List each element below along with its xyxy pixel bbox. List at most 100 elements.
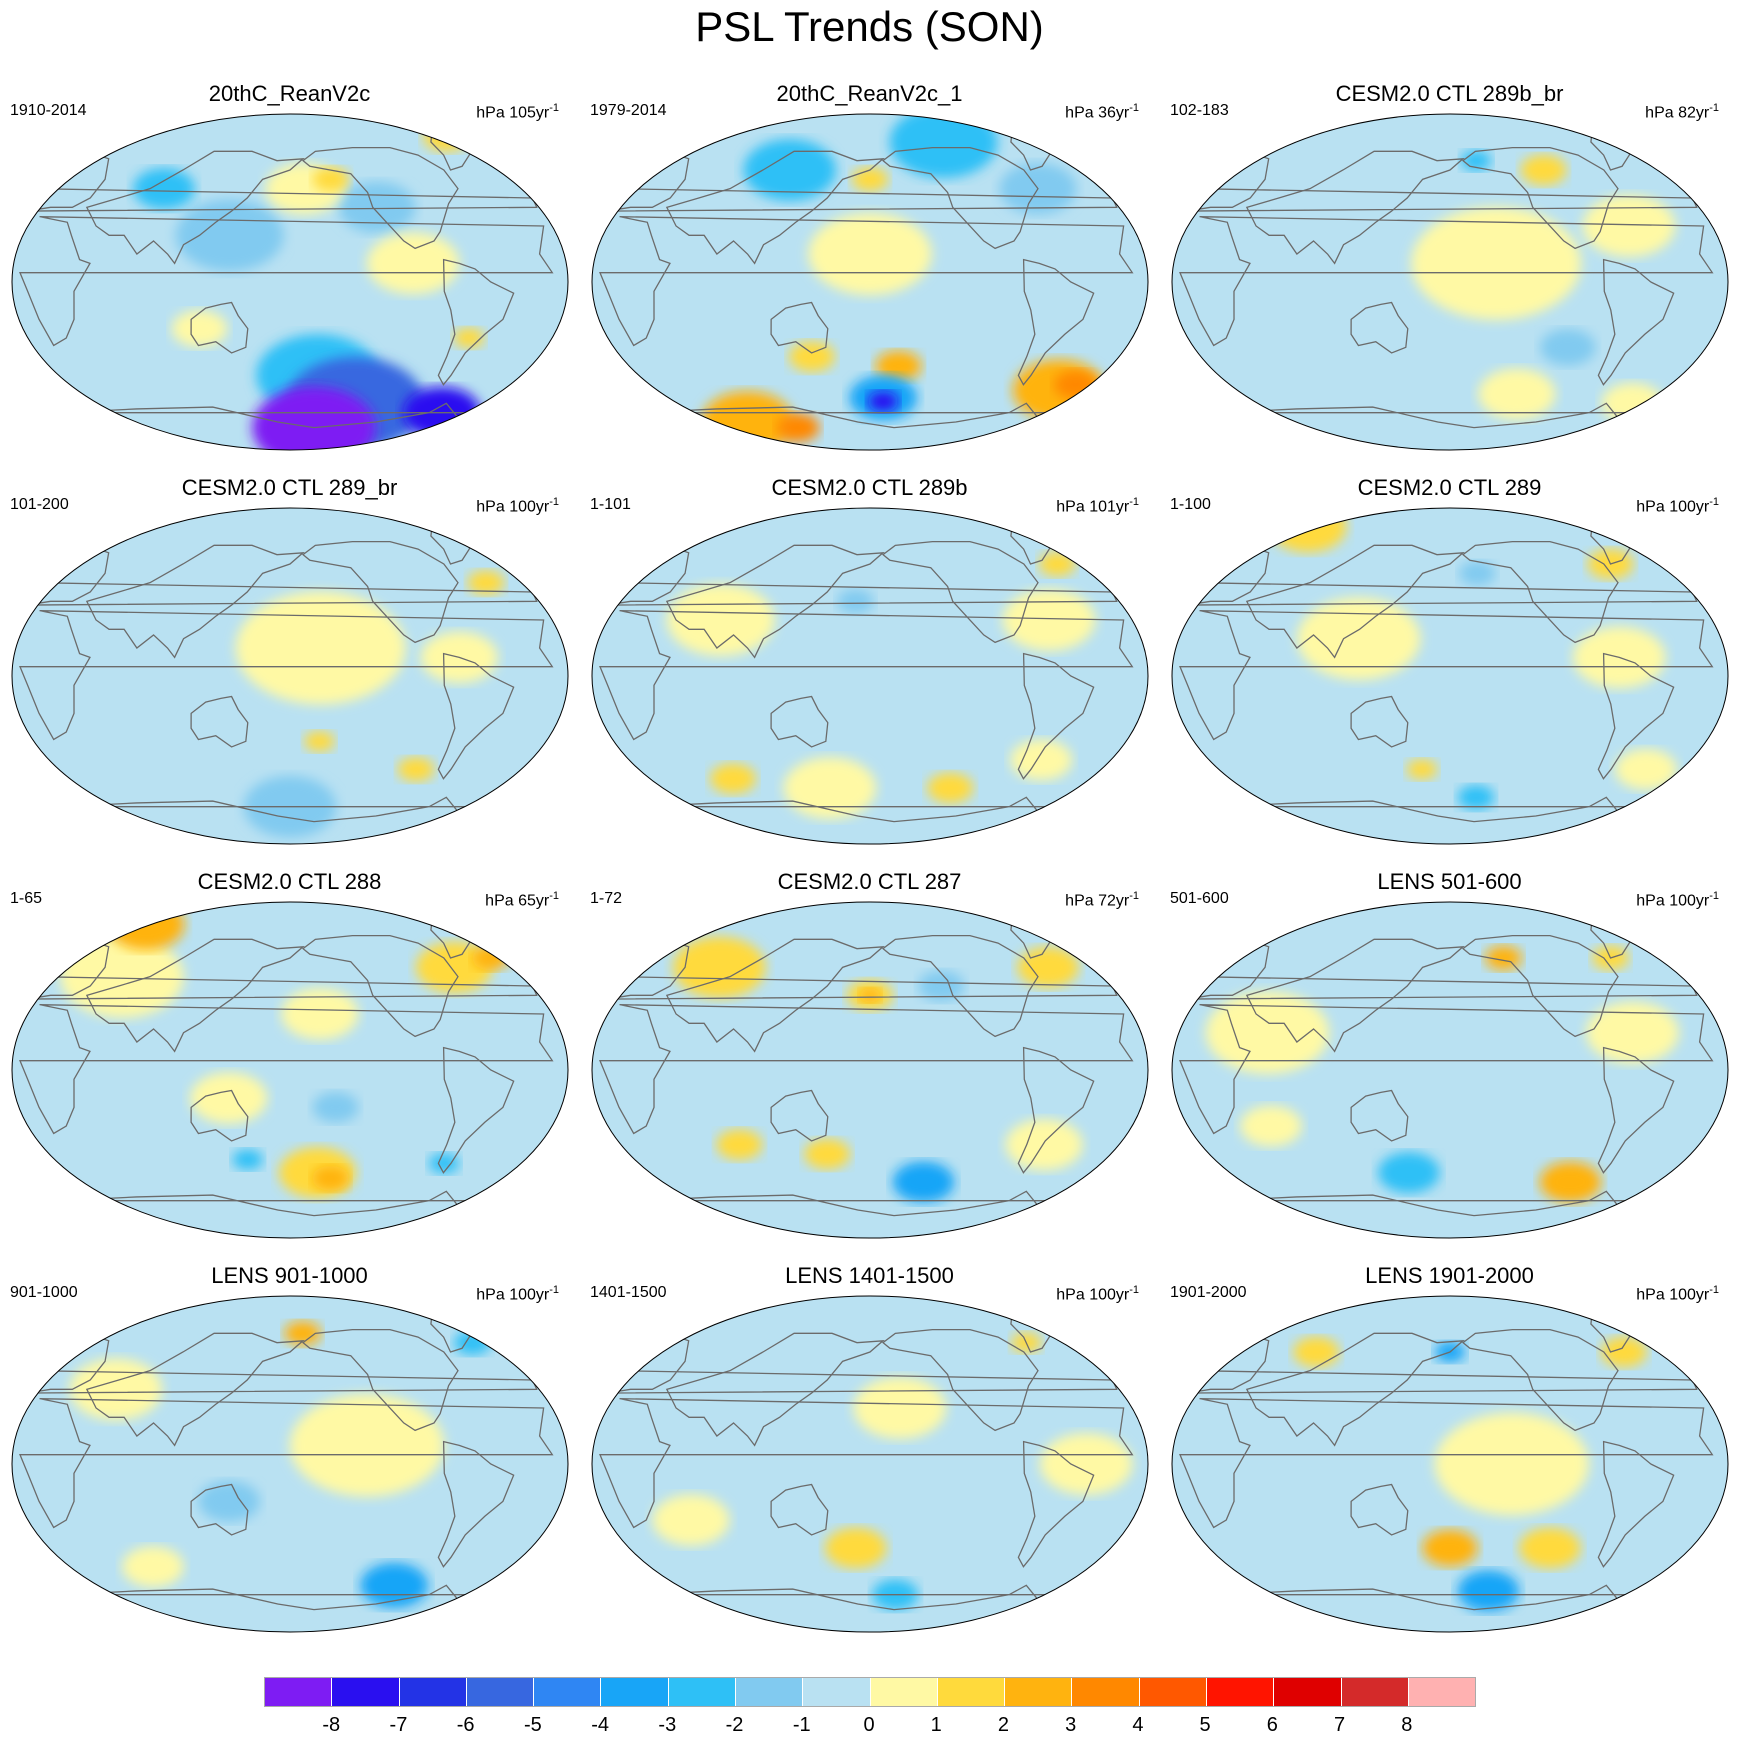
coastline-south-america bbox=[437, 1440, 515, 1568]
map-3 bbox=[1171, 113, 1729, 451]
colorbar-swatch bbox=[1341, 1678, 1409, 1706]
trend-anomaly-region bbox=[133, 168, 195, 210]
panel-title: CESM2.0 CTL 289b_br bbox=[1335, 81, 1564, 106]
coastline-africa bbox=[19, 610, 554, 741]
colorbar-tick-label: -1 bbox=[792, 1714, 811, 1736]
coastline-asia bbox=[665, 150, 885, 265]
map-border bbox=[591, 1295, 1149, 1633]
coastline-south-america bbox=[437, 1046, 515, 1174]
coastline-asia bbox=[85, 938, 305, 1053]
colorbar-tick-label: -6 bbox=[456, 1714, 475, 1736]
colorbar-swatch bbox=[1005, 1678, 1073, 1706]
panel-period: 1901-2000 bbox=[1170, 1284, 1247, 1301]
trend-anomaly-region bbox=[175, 199, 284, 272]
panel-units-exponent: -1 bbox=[1709, 1284, 1719, 1296]
coastline-asia bbox=[665, 938, 885, 1053]
panel-units: hPa 105yr-1 bbox=[476, 102, 559, 122]
trend-anomaly-region bbox=[1457, 785, 1495, 810]
trend-anomaly-region bbox=[927, 772, 974, 804]
trend-anomaly-region bbox=[783, 757, 877, 819]
trend-anomaly-region bbox=[652, 1494, 730, 1546]
coastline-south-america bbox=[1017, 1046, 1095, 1174]
trend-anomaly-region bbox=[1458, 561, 1496, 586]
trend-anomaly-region bbox=[716, 1129, 763, 1161]
trend-anomaly-region bbox=[190, 1072, 268, 1124]
coastline-australia bbox=[190, 1483, 249, 1536]
colorbar-swatch bbox=[466, 1678, 535, 1706]
trend-anomaly-region bbox=[360, 1562, 429, 1608]
trend-anomaly-region bbox=[467, 570, 505, 595]
trend-anomaly-region bbox=[1582, 195, 1676, 257]
panel-units-text: hPa 101yr bbox=[1056, 498, 1130, 516]
colorbar-swatch bbox=[1274, 1678, 1342, 1706]
panel-units: hPa 72yr-1 bbox=[1065, 890, 1139, 910]
panel-units: hPa 100yr-1 bbox=[1636, 1284, 1719, 1304]
colorbar-tick-label: 5 bbox=[1199, 1714, 1211, 1736]
panel-period: 1910-2014 bbox=[10, 102, 87, 119]
coastline-south-america bbox=[1597, 1440, 1675, 1568]
panel-period: 1979-2014 bbox=[590, 102, 667, 119]
trend-anomaly-region bbox=[122, 1546, 184, 1588]
trend-anomaly-region bbox=[859, 988, 881, 1003]
coastline-africa bbox=[19, 1398, 554, 1529]
trend-anomaly-region bbox=[1600, 1336, 1648, 1368]
trend-anomaly-region bbox=[892, 1161, 955, 1203]
coastline-africa bbox=[19, 216, 554, 347]
colorbar-tick-label: -4 bbox=[591, 1714, 609, 1736]
panel-units-exponent: -1 bbox=[1129, 890, 1139, 902]
panel-units: hPa 100yr-1 bbox=[476, 496, 559, 516]
trend-anomaly-region bbox=[672, 936, 766, 999]
coastline-africa bbox=[1179, 610, 1714, 741]
panel-units-text: hPa 36yr bbox=[1065, 104, 1130, 122]
colorbar-tick-label: -7 bbox=[389, 1714, 408, 1736]
coastline-asia bbox=[1245, 938, 1465, 1053]
coastline-north-america bbox=[301, 934, 459, 1038]
panel-units-text: hPa 100yr bbox=[1056, 1286, 1130, 1304]
panel-units-exponent: -1 bbox=[1129, 102, 1139, 114]
trend-anomaly-region bbox=[171, 310, 228, 348]
trend-anomaly-region bbox=[397, 757, 435, 782]
panel-period: 102-183 bbox=[1170, 102, 1229, 119]
panel-period: 101-200 bbox=[10, 496, 69, 513]
trend-anomaly-region bbox=[453, 1330, 491, 1355]
panel-title: CESM2.0 CTL 289 bbox=[1357, 475, 1542, 500]
coastline-australia bbox=[770, 301, 829, 354]
coastline-south-america bbox=[1017, 1440, 1095, 1568]
colorbar-swatch bbox=[1072, 1678, 1140, 1706]
trend-anomaly-region bbox=[284, 1321, 322, 1346]
coastline-south-america bbox=[437, 258, 515, 386]
coastline-africa bbox=[1179, 1004, 1714, 1135]
coastline-africa bbox=[1179, 1398, 1714, 1529]
colorbar-swatch bbox=[937, 1678, 1006, 1706]
map-panel: CESM2.0 CTL 288 1-65 hPa 65yr-1 bbox=[0, 870, 579, 1265]
coastline-north-america bbox=[1461, 146, 1619, 250]
trend-anomaly-region bbox=[366, 232, 460, 295]
coastline-asia bbox=[85, 150, 305, 265]
coastline-australia bbox=[1350, 301, 1409, 354]
panel-units: hPa 101yr-1 bbox=[1056, 496, 1139, 516]
trend-anomaly-region bbox=[1615, 748, 1677, 790]
panel-period: 1-100 bbox=[1170, 496, 1211, 513]
coastline-south-america bbox=[1597, 258, 1675, 386]
map-panel: CESM2.0 CTL 289 1-100 hPa 100yr-1 bbox=[1160, 476, 1739, 871]
map-border bbox=[1171, 901, 1729, 1239]
panel-period: 501-600 bbox=[1170, 890, 1229, 907]
coastline-north-america bbox=[1461, 540, 1619, 644]
trend-anomaly-region bbox=[804, 1138, 851, 1170]
map-panel: 20thC_ReanV2c_1 1979-2014 hPa 36yr-1 bbox=[580, 82, 1159, 477]
colorbar-tick-label: 7 bbox=[1333, 1714, 1346, 1736]
panel-units-exponent: -1 bbox=[1129, 1284, 1139, 1296]
trend-anomaly-region bbox=[232, 1149, 264, 1170]
panel-units-text: hPa 65yr bbox=[485, 892, 550, 910]
coastline-north-america bbox=[301, 1328, 459, 1432]
colorbar-swatch bbox=[735, 1678, 804, 1706]
colorbar-tick-label: -5 bbox=[523, 1714, 542, 1736]
map-panel: LENS 901-1000 901-1000 hPa 100yr-1 bbox=[0, 1264, 579, 1659]
coastline-asia bbox=[1245, 150, 1465, 265]
trend-anomaly-region bbox=[1540, 328, 1596, 366]
coastline-australia bbox=[1350, 1483, 1409, 1536]
panel-period: 1401-1500 bbox=[590, 1284, 667, 1301]
panel-period: 901-1000 bbox=[10, 1284, 78, 1301]
colorbar-tick-label: 6 bbox=[1266, 1714, 1278, 1736]
panel-period: 1-72 bbox=[590, 890, 623, 907]
